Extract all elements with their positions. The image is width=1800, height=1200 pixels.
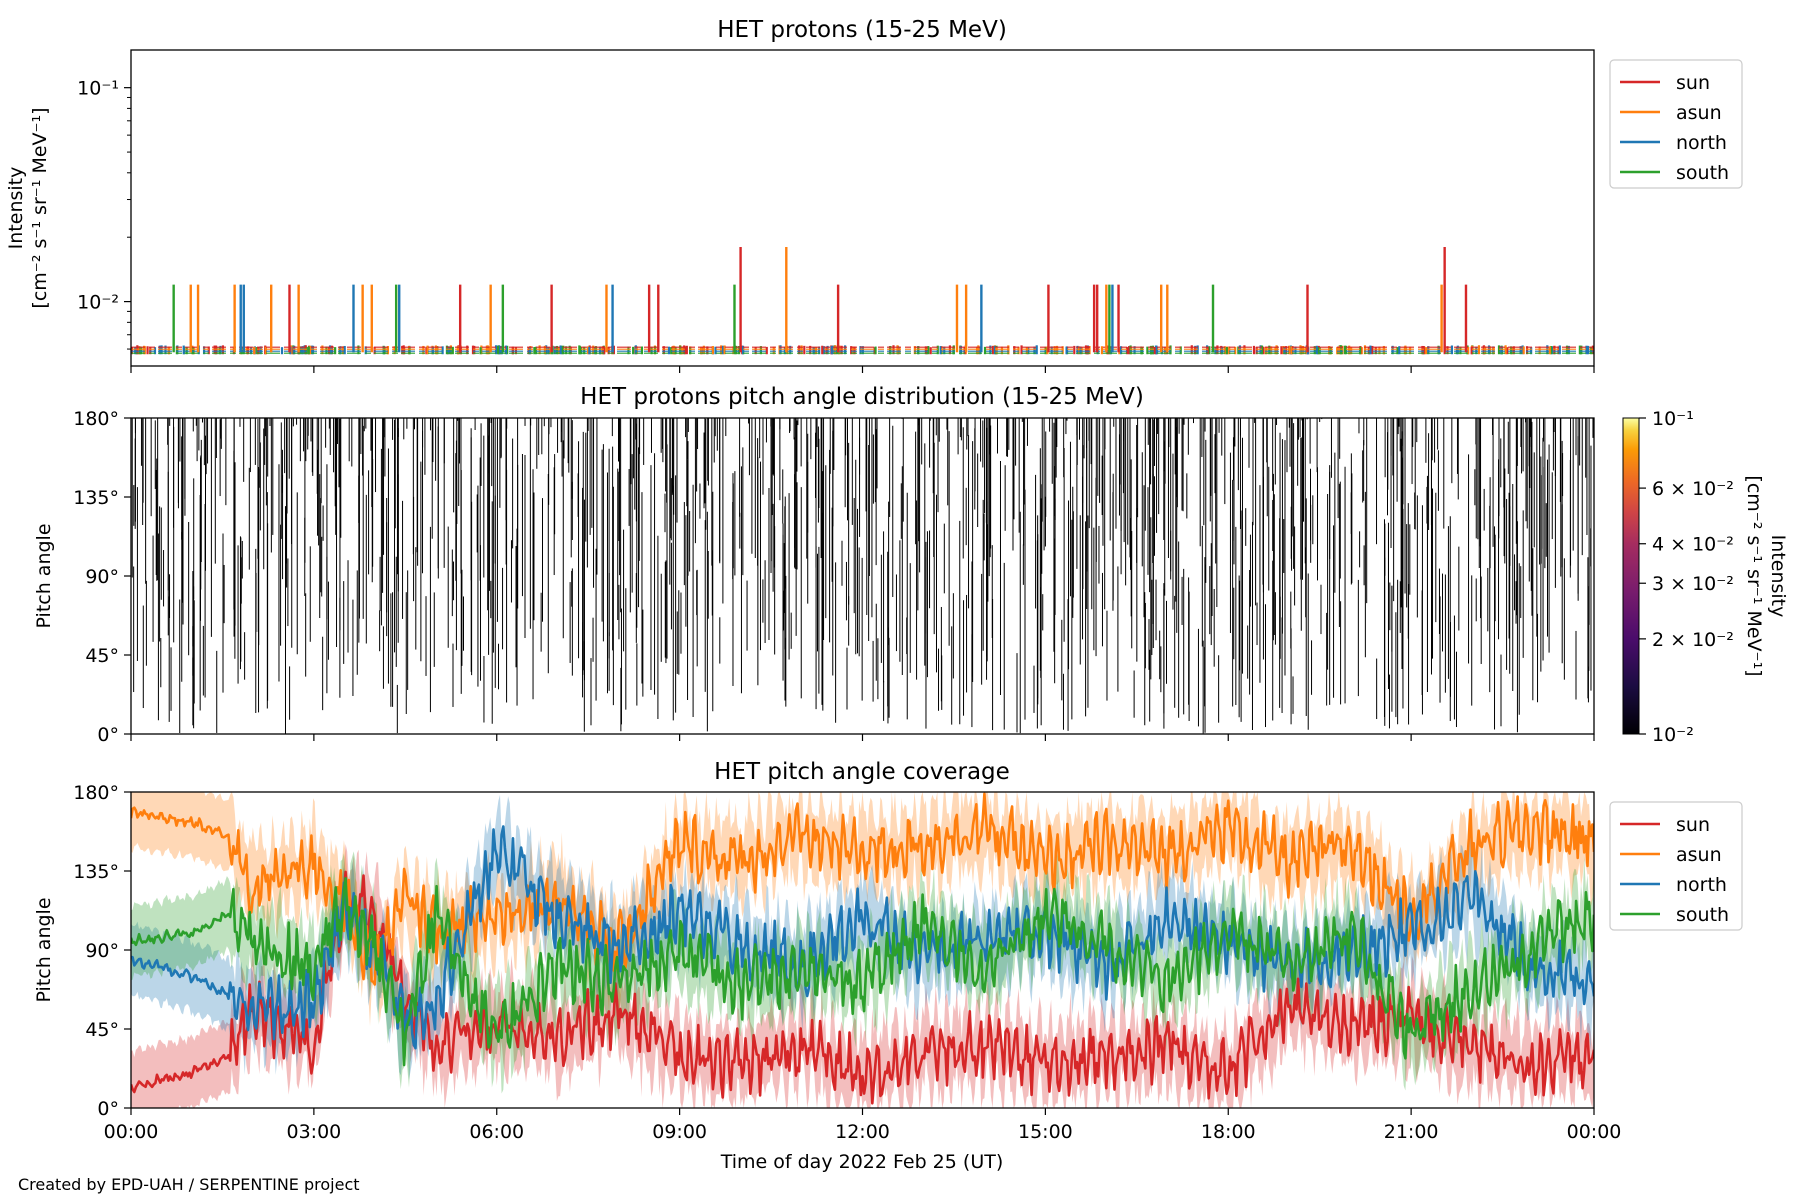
panel3-ytick-label: 135° — [73, 861, 119, 883]
legend-box — [1609, 59, 1743, 189]
legend-label-sun: sun — [1676, 814, 1710, 836]
band-asun — [131, 792, 1594, 1027]
legend-label-asun: asun — [1676, 844, 1722, 866]
band-sun — [131, 844, 1594, 1108]
panel1-ylabel-line1: Intensity — [5, 167, 27, 250]
panel3-xtick-label: 15:00 — [1018, 1121, 1073, 1143]
panel1-ylabel-line2: [cm⁻² s⁻¹ sr⁻¹ MeV⁻¹] — [29, 107, 51, 308]
panel2-ytick-label: 135° — [73, 487, 119, 509]
colorbar-label-line2: [cm⁻² s⁻¹ sr⁻¹ MeV⁻¹] — [1743, 475, 1765, 676]
panel3-ytick-label: 45° — [85, 1019, 119, 1041]
colorbar-tick-label: 10⁻¹ — [1652, 408, 1694, 430]
legend-panel3: sun asun north south — [1609, 801, 1743, 931]
coverage-panel: HET pitch angle coverage 0° 45° 90° 135° 180… — [33, 759, 1743, 1173]
panel3-xtick-label: 12:00 — [835, 1121, 890, 1143]
colorbar-tick-label: 4 × 10⁻² — [1652, 534, 1734, 556]
panel1-ytick-label: 10⁻² — [77, 292, 119, 314]
panel2-ylabel: Pitch angle — [33, 523, 55, 628]
credit-text: Created by EPD-UAH / SERPENTINE project — [18, 1175, 360, 1194]
legend-label-north: north — [1676, 132, 1727, 154]
legend-label-sun: sun — [1676, 72, 1710, 94]
panel3-ylabel: Pitch angle — [33, 897, 55, 1002]
intensity-panel: HET protons (15-25 MeV) 10⁻¹ 10⁻² Intensi… — [5, 17, 1743, 373]
panel3-ytick-label: 180° — [73, 782, 119, 804]
panel3-ytick-label: 90° — [85, 940, 119, 962]
panel3-xtick-label: 18:00 — [1201, 1121, 1256, 1143]
panel3-xtick-label: 00:00 — [104, 1121, 159, 1143]
colorbar-tick-label: 10⁻² — [1652, 724, 1694, 746]
panel3-xtick-label: 03:00 — [286, 1121, 341, 1143]
panel3-title: HET pitch angle coverage — [714, 759, 1010, 785]
panel3-xtick-label: 21:00 — [1384, 1121, 1439, 1143]
colorbar-label-line1: Intensity — [1767, 535, 1789, 618]
panel3-ytick-label: 0° — [97, 1098, 119, 1120]
legend-box — [1609, 801, 1743, 931]
panel2-ytick-label: 0° — [97, 724, 119, 746]
coverage-series-group — [131, 792, 1594, 1108]
panel1-title: HET protons (15-25 MeV) — [717, 17, 1007, 43]
panel3-xtick-label: 09:00 — [652, 1121, 707, 1143]
panel1-axes: 10⁻¹ 10⁻² — [77, 78, 1595, 373]
line-asun — [131, 792, 1594, 986]
panel2-ytick-label: 45° — [85, 645, 119, 667]
line-south — [131, 876, 1594, 1067]
panel3-xtick-label: 06:00 — [469, 1121, 524, 1143]
panel3-axes: 0° 45° 90° 135° 180° 00:00 03:00 06:00 09:00 12:0… — [73, 782, 1621, 1143]
legend-label-asun: asun — [1676, 102, 1722, 124]
panel2-ytick-label: 180° — [73, 408, 119, 430]
pad-heatmap — [131, 418, 1594, 734]
legend-label-south: south — [1676, 162, 1729, 184]
panel2-title: HET protons pitch angle distribution (15… — [580, 384, 1144, 410]
legend-label-south: south — [1676, 904, 1729, 926]
colorbar — [1622, 417, 1640, 735]
legend-panel1: sun asun north south — [1609, 59, 1743, 189]
pad-panel: HET protons pitch angle distribution (15… — [33, 384, 1789, 746]
colorbar-tick-label: 3 × 10⁻² — [1652, 573, 1734, 595]
colorbar-tick-label: 6 × 10⁻² — [1652, 478, 1734, 500]
intensity-series-group — [131, 246, 1594, 355]
panel2-ytick-label: 90° — [85, 566, 119, 588]
panel3-xtick-label: 00:00 — [1567, 1121, 1622, 1143]
panel1-frame — [130, 49, 1595, 367]
panel2-axes: 0° 45° 90° 135° 180° — [73, 408, 1595, 746]
x-axis-label: Time of day 2022 Feb 25 (UT) — [720, 1151, 1004, 1173]
panel1-ytick-label: 10⁻¹ — [77, 78, 119, 100]
colorbar-ticks: 10⁻¹ 6 × 10⁻² 4 × 10⁻² 3 × 10⁻² 2 × 10⁻² 10⁻² — [1639, 408, 1734, 746]
colorbar-tick-label: 2 × 10⁻² — [1652, 629, 1734, 651]
line-sun — [131, 870, 1594, 1105]
legend-label-north: north — [1676, 874, 1727, 896]
